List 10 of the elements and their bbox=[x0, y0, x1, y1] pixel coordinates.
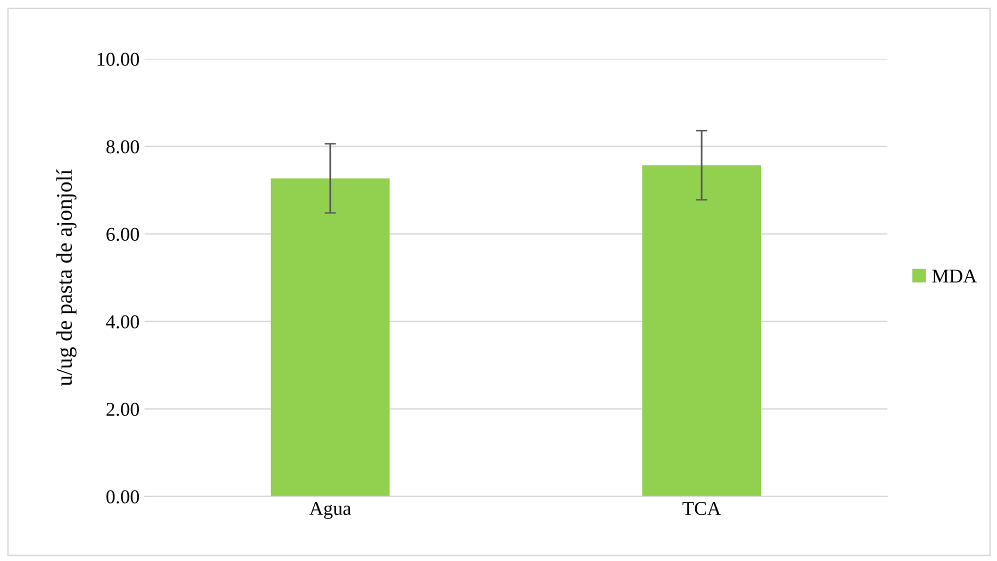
y-axis-title: u/ug de pasta de ajonjolí bbox=[56, 169, 77, 386]
y-tick-label: 4.00 bbox=[106, 315, 139, 328]
x-tick-label: Agua bbox=[309, 502, 352, 519]
x-tick-label: TCA bbox=[682, 502, 721, 516]
legend-label: MDA bbox=[932, 270, 977, 282]
y-tick-label: 8.00 bbox=[106, 140, 139, 154]
y-tick-label: 0.00 bbox=[106, 490, 139, 504]
y-tick-label: 2.00 bbox=[106, 402, 139, 416]
y-tick-label: 10.00 bbox=[98, 52, 139, 66]
y-tick-label: 6.00 bbox=[106, 228, 139, 241]
